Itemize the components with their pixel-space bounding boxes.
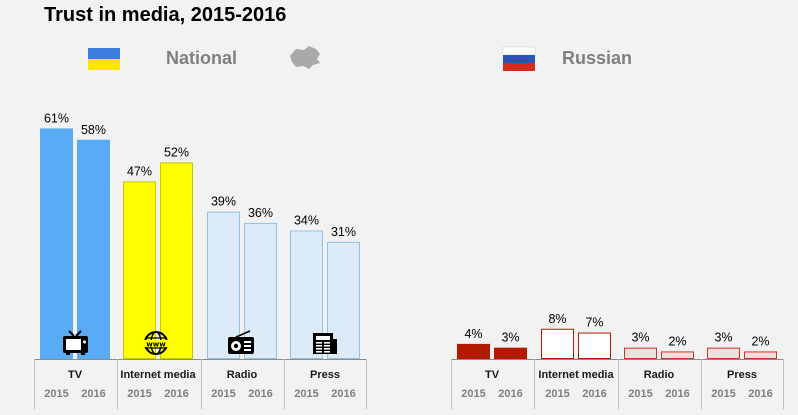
data-label-russian-radio-2015: 3%: [631, 331, 649, 345]
data-label-national-tv-2016: 58%: [81, 123, 106, 137]
chart-marks: 61% 2015 58% 2016 TV 47% 2015 52% 2016 Internet m…: [34, 111, 784, 409]
data-label-russian-internet-media-2015: 8%: [548, 312, 566, 326]
bar-national-internet-media-2016: [160, 162, 193, 359]
data-label-national-radio-2015: 39%: [211, 195, 236, 209]
category-label-national-radio: Radio: [227, 369, 258, 381]
bar-national-tv-2015: [40, 128, 73, 359]
year-label-russian-radio-2016: 2016: [665, 388, 689, 400]
year-label-russian-tv-2015: 2015: [461, 388, 485, 400]
data-label-national-tv-2015: 61%: [44, 111, 69, 125]
bar-russian-press-2016: [744, 351, 777, 360]
bar-russian-tv-2016: [494, 347, 527, 360]
group-title-russian: Russian: [562, 48, 632, 68]
category-label-russian-internet-media: Internet media: [538, 369, 614, 381]
newspaper-icon: [313, 333, 337, 354]
www-globe-icon: www: [144, 331, 168, 355]
year-label-russian-internet-media-2015: 2015: [545, 388, 569, 400]
data-label-national-press-2015: 34%: [294, 213, 319, 227]
category-label-russian-radio: Radio: [644, 369, 675, 381]
year-label-national-radio-2015: 2015: [211, 388, 235, 400]
year-label-russian-radio-2015: 2015: [628, 388, 652, 400]
category-label-national-internet-media: Internet media: [120, 369, 196, 381]
svg-text:www: www: [146, 341, 166, 349]
year-label-national-tv-2016: 2016: [81, 388, 105, 400]
data-label-russian-internet-media-2016: 7%: [585, 316, 603, 330]
data-label-russian-radio-2016: 2%: [668, 334, 686, 348]
year-label-national-tv-2015: 2015: [44, 388, 68, 400]
year-label-russian-tv-2016: 2016: [498, 388, 522, 400]
ukraine-map-icon: [290, 46, 320, 69]
year-label-national-press-2015: 2015: [294, 388, 318, 400]
year-label-russian-press-2015: 2015: [711, 388, 735, 400]
year-label-national-radio-2016: 2016: [248, 388, 272, 400]
tv-icon: [63, 330, 88, 355]
data-label-russian-tv-2015: 4%: [464, 327, 482, 341]
category-label-national-press: Press: [310, 369, 340, 381]
year-label-russian-press-2016: 2016: [748, 388, 772, 400]
bar-russian-internet-media-2016: [578, 332, 611, 360]
data-label-national-internet-media-2015: 47%: [127, 164, 152, 178]
bar-national-tv-2016: [77, 139, 110, 359]
year-label-russian-internet-media-2016: 2016: [582, 388, 606, 400]
data-label-national-internet-media-2016: 52%: [164, 145, 189, 159]
russia-flag-icon: [502, 46, 536, 71]
chart-title: Trust in media, 2015-2016: [44, 4, 286, 26]
bar-russian-radio-2016: [661, 351, 694, 360]
year-label-national-internet-media-2015: 2015: [127, 388, 151, 400]
bar-russian-radio-2015: [624, 347, 657, 360]
radio-icon: [228, 330, 254, 354]
bar-national-radio-2016: [244, 222, 277, 359]
category-label-national-tv: TV: [68, 369, 83, 381]
data-label-national-radio-2016: 36%: [248, 206, 273, 220]
category-label-russian-press: Press: [727, 369, 757, 381]
bar-national-radio-2015: [207, 211, 240, 359]
data-label-russian-press-2016: 2%: [751, 334, 769, 348]
bar-russian-tv-2015: [457, 343, 490, 360]
ukraine-flag-icon: [88, 48, 120, 70]
data-label-russian-press-2015: 3%: [714, 331, 732, 345]
bar-russian-internet-media-2015: [541, 328, 574, 360]
category-label-russian-tv: TV: [485, 369, 500, 381]
year-label-national-internet-media-2016: 2016: [164, 388, 188, 400]
bar-russian-press-2015: [707, 347, 740, 360]
year-label-national-press-2016: 2016: [331, 388, 355, 400]
group-title-national: National: [166, 48, 237, 68]
data-label-national-press-2016: 31%: [331, 225, 356, 239]
data-label-russian-tv-2016: 3%: [501, 331, 519, 345]
bar-national-internet-media-2015: [123, 181, 156, 359]
